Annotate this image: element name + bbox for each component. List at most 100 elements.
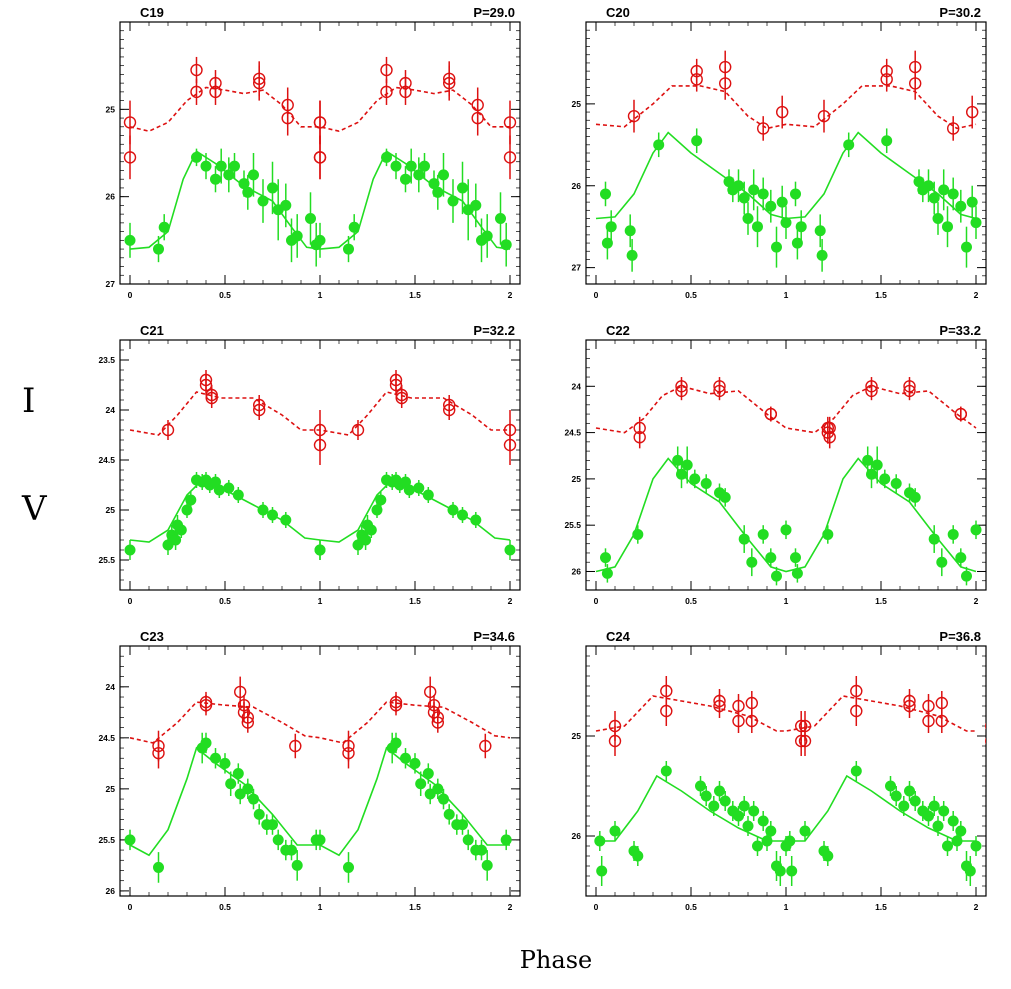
x-tick-label: 1 <box>784 902 789 912</box>
x-tick-label: 0 <box>128 902 133 912</box>
data-point-v <box>124 234 136 246</box>
data-point-v <box>375 494 387 506</box>
data-point-v <box>438 169 449 181</box>
data-point-i <box>903 699 916 713</box>
period-label: P=32.2 <box>473 323 515 338</box>
y-tick-label: 24.5 <box>98 733 115 743</box>
data-point-v <box>947 815 959 827</box>
data-point-v <box>409 757 421 769</box>
data-point-v <box>415 778 427 790</box>
data-point-v <box>771 570 782 582</box>
data-point-v <box>947 528 959 540</box>
data-point-v <box>124 544 136 556</box>
x-tick-label: 2 <box>974 290 979 300</box>
data-point-v <box>153 861 164 873</box>
phase-axis-label: Phase <box>520 946 592 974</box>
data-point-i <box>161 423 175 437</box>
plot-area <box>123 56 517 267</box>
v-axis-label: V <box>21 489 48 529</box>
data-point-i <box>719 60 732 74</box>
data-point-v <box>291 859 303 871</box>
data-point-v <box>305 213 316 224</box>
period-label: P=33.2 <box>939 323 981 338</box>
data-point-v <box>765 552 777 564</box>
data-point-i <box>776 105 789 119</box>
data-point-v <box>481 230 493 242</box>
data-point-i <box>427 698 441 712</box>
data-point-i <box>152 739 165 753</box>
x-tick-label: 0.5 <box>219 290 231 300</box>
data-point-v <box>343 243 354 255</box>
x-tick-label: 0.5 <box>219 902 231 912</box>
y-tick-label: 24.5 <box>564 428 581 438</box>
data-point-v <box>225 778 237 790</box>
data-point-v <box>232 768 244 780</box>
data-point-v <box>776 196 788 208</box>
data-point-v <box>700 790 712 802</box>
data-point-v <box>432 783 444 795</box>
y-tick-label: 24 <box>106 405 116 415</box>
data-point-i <box>209 85 222 99</box>
data-point-v <box>757 188 769 200</box>
panel-c24: 0 0.5 1 1.5 2 25 26 C24 P=36.8 <box>572 629 987 912</box>
data-point-v <box>771 241 782 253</box>
data-point-v <box>719 795 731 807</box>
data-point-i <box>313 151 327 164</box>
fit-curve-i <box>595 695 976 732</box>
data-point-v <box>791 567 803 579</box>
data-point-v <box>600 188 611 200</box>
data-point-i <box>253 403 266 417</box>
data-point-v <box>390 737 402 749</box>
data-point-v <box>947 188 959 200</box>
data-point-v <box>784 835 796 847</box>
data-point-v <box>457 182 468 194</box>
y-tick-label: 25 <box>106 505 116 515</box>
y-tick-label: 25 <box>572 99 582 109</box>
data-point-v <box>951 835 963 847</box>
data-point-i <box>922 714 935 728</box>
x-tick-label: 0.5 <box>685 290 697 300</box>
data-point-v <box>909 795 921 807</box>
data-point-v <box>913 176 925 188</box>
data-point-i <box>823 431 836 444</box>
x-tick-label: 1.5 <box>409 290 421 300</box>
data-point-v <box>200 737 212 749</box>
data-point-v <box>746 556 758 568</box>
data-point-v <box>238 178 250 190</box>
i-axis-label: I <box>22 381 35 421</box>
data-point-v <box>504 544 516 556</box>
data-point-v <box>923 180 934 192</box>
x-tick-label: 1 <box>318 290 323 300</box>
y-tick-label: 25 <box>572 731 582 741</box>
data-point-v <box>738 533 750 545</box>
data-point-i <box>633 431 646 444</box>
data-point-v <box>272 834 284 846</box>
data-point-v <box>400 752 411 764</box>
data-point-i <box>380 63 393 77</box>
data-point-i <box>123 116 137 129</box>
data-point-v <box>928 800 940 812</box>
data-point-i <box>935 696 948 710</box>
x-tick-label: 0.5 <box>685 596 697 606</box>
data-point-v <box>158 221 170 233</box>
data-point-v <box>942 840 953 852</box>
data-point-v <box>360 534 372 546</box>
panel-title: C20 <box>606 5 630 20</box>
panel-title: C19 <box>140 5 164 20</box>
data-point-v <box>757 528 769 540</box>
data-point-i <box>817 109 831 123</box>
data-point-v <box>432 186 444 198</box>
data-point-i <box>479 739 492 753</box>
data-point-v <box>733 810 744 822</box>
data-point-v <box>400 173 411 185</box>
data-point-v <box>890 790 902 802</box>
data-point-i <box>757 122 770 135</box>
data-point-i <box>199 373 213 387</box>
data-point-v <box>343 861 354 873</box>
data-point-i <box>281 111 294 125</box>
data-point-v <box>500 239 512 251</box>
y-tick-label: 24.5 <box>98 455 115 465</box>
data-point-v <box>955 825 967 837</box>
data-point-v <box>242 186 254 198</box>
x-tick-label: 2 <box>508 596 513 606</box>
